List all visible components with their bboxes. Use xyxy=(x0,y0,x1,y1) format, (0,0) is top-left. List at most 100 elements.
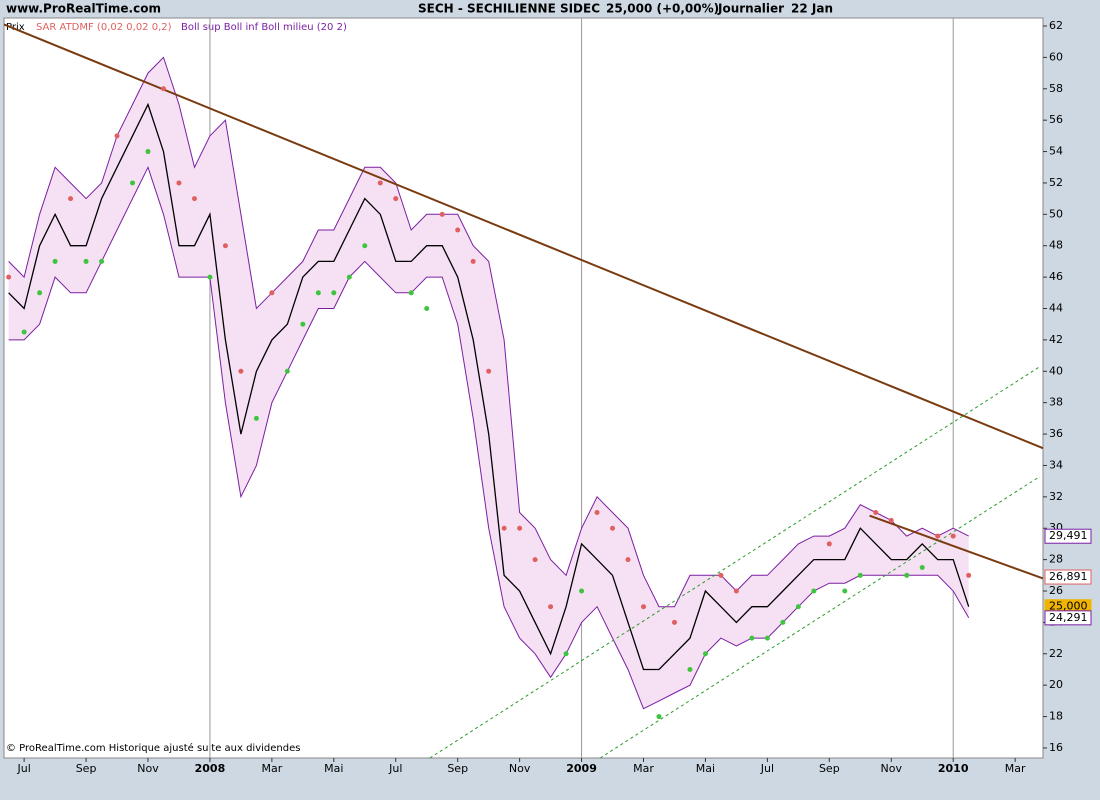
bollinger-lower xyxy=(8,165,970,710)
sar-dot xyxy=(83,258,89,264)
x-tick-label: Mar xyxy=(1005,762,1026,775)
sar-dot xyxy=(52,258,58,264)
price-line xyxy=(8,102,970,671)
sar-dot xyxy=(470,258,476,264)
sar-dot xyxy=(486,368,492,374)
sar-dot xyxy=(795,604,801,610)
sar-dot xyxy=(315,290,321,296)
y-tick-label: 36 xyxy=(1049,427,1063,440)
sar-dot xyxy=(873,510,879,516)
y-tick-label: 18 xyxy=(1049,710,1063,723)
sar-dot xyxy=(253,415,259,421)
date: 22 Jan xyxy=(791,2,833,16)
sar-dot xyxy=(656,714,662,720)
bollinger-band xyxy=(8,57,969,709)
y-tick-label: 28 xyxy=(1049,553,1063,566)
trend-line xyxy=(3,23,1044,450)
sar-dot xyxy=(702,651,708,657)
trend-line xyxy=(429,366,1041,759)
bollinger-upper xyxy=(8,56,969,608)
sar-dot xyxy=(517,525,523,531)
sar-dot xyxy=(501,525,507,531)
sar-dot xyxy=(300,321,306,327)
y-tick-label: 54 xyxy=(1049,145,1063,158)
sar-dot xyxy=(888,517,894,523)
y-tick-label: 16 xyxy=(1049,741,1063,754)
sar-dot xyxy=(284,368,290,374)
sar-dot xyxy=(811,588,817,594)
x-tick-label: Nov xyxy=(137,762,159,775)
y-tick-label: 38 xyxy=(1049,396,1063,409)
y-tick-label: 26 xyxy=(1049,584,1063,597)
last-value-label: 25,000 xyxy=(1049,600,1088,613)
sar-dot xyxy=(424,306,430,312)
sar-dot xyxy=(780,619,786,625)
sar-dot xyxy=(331,290,337,296)
sar-dot xyxy=(130,180,136,186)
sar-dot xyxy=(733,588,739,594)
sar-dot xyxy=(269,290,275,296)
sar-dot xyxy=(904,572,910,578)
y-tick-label: 40 xyxy=(1049,364,1063,377)
x-tick-label: Mai xyxy=(696,762,715,775)
last-value-label: 29,491 xyxy=(1049,529,1088,542)
sar-dot xyxy=(346,274,352,280)
y-tick-label: 58 xyxy=(1049,82,1063,95)
sar-dot xyxy=(408,290,414,296)
sar-dot xyxy=(145,149,151,155)
sar-dot xyxy=(563,651,569,657)
sar-dot xyxy=(68,196,74,202)
sar-dot xyxy=(37,290,43,296)
sar-dot xyxy=(548,604,554,610)
sar-dot xyxy=(594,510,600,516)
y-tick-label: 20 xyxy=(1049,678,1063,691)
legend-entry: Prix xyxy=(6,22,25,33)
x-tick-label: 2008 xyxy=(195,762,226,775)
x-tick-label: Jul xyxy=(16,762,30,775)
sar-dot xyxy=(610,525,616,531)
x-tick-label: Jul xyxy=(760,762,774,775)
y-tick-label: 32 xyxy=(1049,490,1063,503)
sar-dot xyxy=(966,572,972,578)
y-tick-label: 60 xyxy=(1049,50,1063,63)
y-tick-label: 62 xyxy=(1049,19,1063,32)
sar-dot xyxy=(455,227,461,233)
x-tick-label: Jul xyxy=(388,762,402,775)
sar-dot xyxy=(935,533,941,539)
x-tick-label: 2010 xyxy=(938,762,969,775)
x-tick-label: Mai xyxy=(324,762,343,775)
sar-dot xyxy=(439,211,445,217)
y-tick-label: 52 xyxy=(1049,176,1063,189)
legend-entry: Boll sup Boll inf Boll milieu (20 2) xyxy=(181,22,347,33)
quote: 25,000 (+0,00%) xyxy=(606,2,719,16)
sar-dot xyxy=(764,635,770,641)
last-value-box xyxy=(1044,569,1092,585)
sar-dot xyxy=(207,274,213,280)
x-tick-label: Sep xyxy=(447,762,468,775)
last-value-box xyxy=(1044,610,1092,626)
sar-dot xyxy=(671,619,677,625)
sar-dot xyxy=(393,196,399,202)
site-name: www.ProRealTime.com xyxy=(6,2,161,16)
sar-dot xyxy=(718,572,724,578)
x-tick-label: Sep xyxy=(76,762,97,775)
sar-dot xyxy=(191,196,197,202)
period: Journalier xyxy=(717,2,784,16)
x-tick-label: Mar xyxy=(633,762,654,775)
sar-dot xyxy=(749,635,755,641)
sar-dot xyxy=(641,604,647,610)
sar-dot xyxy=(176,180,182,186)
sar-dot xyxy=(114,133,120,139)
y-tick-label: 34 xyxy=(1049,458,1063,471)
last-value-label: 24,291 xyxy=(1049,611,1088,624)
y-tick-label: 50 xyxy=(1049,207,1063,220)
x-tick-label: Mar xyxy=(261,762,282,775)
sar-dot xyxy=(160,86,166,92)
y-tick-label: 56 xyxy=(1049,113,1063,126)
y-tick-label: 46 xyxy=(1049,270,1063,283)
x-tick-label: 2009 xyxy=(566,762,597,775)
y-tick-label: 42 xyxy=(1049,333,1063,346)
x-tick-label: Nov xyxy=(509,762,531,775)
sar-dot xyxy=(362,243,368,249)
